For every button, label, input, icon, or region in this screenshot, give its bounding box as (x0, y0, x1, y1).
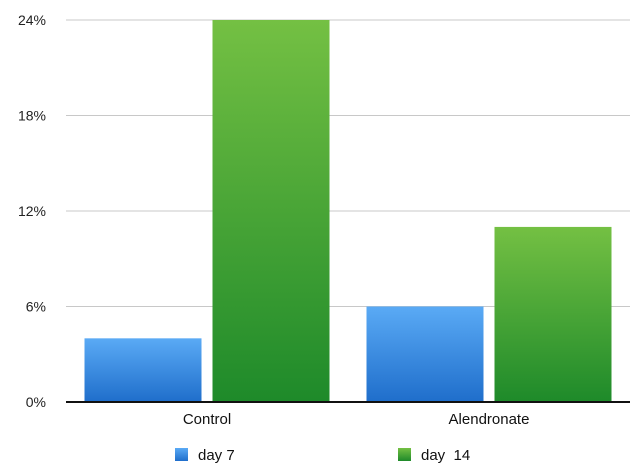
y-tick-label: 24% (18, 12, 46, 28)
bars (84, 20, 612, 402)
y-tick-label: 6% (26, 299, 46, 315)
legend-swatch (398, 448, 411, 461)
axes: 0% 6% 12% 18% 24% Control Alendronate (18, 12, 630, 428)
bar-alendronate-series-1 (366, 306, 484, 402)
y-tick-label: 0% (26, 394, 46, 410)
bar-alendronate-series-2 (494, 226, 612, 402)
legend-label: day 7 (198, 447, 235, 463)
y-tick-label: 12% (18, 203, 46, 219)
bar-control-series-1 (84, 338, 202, 402)
x-category-label: Alendronate (449, 411, 530, 428)
y-tick-label: 18% (18, 108, 46, 124)
legend-swatch (175, 448, 188, 461)
legend-label: day 14 (421, 447, 470, 463)
legend: day 7 day 14 (175, 447, 470, 463)
bar-control-series-2 (212, 20, 330, 402)
x-category-label: Control (183, 411, 231, 428)
